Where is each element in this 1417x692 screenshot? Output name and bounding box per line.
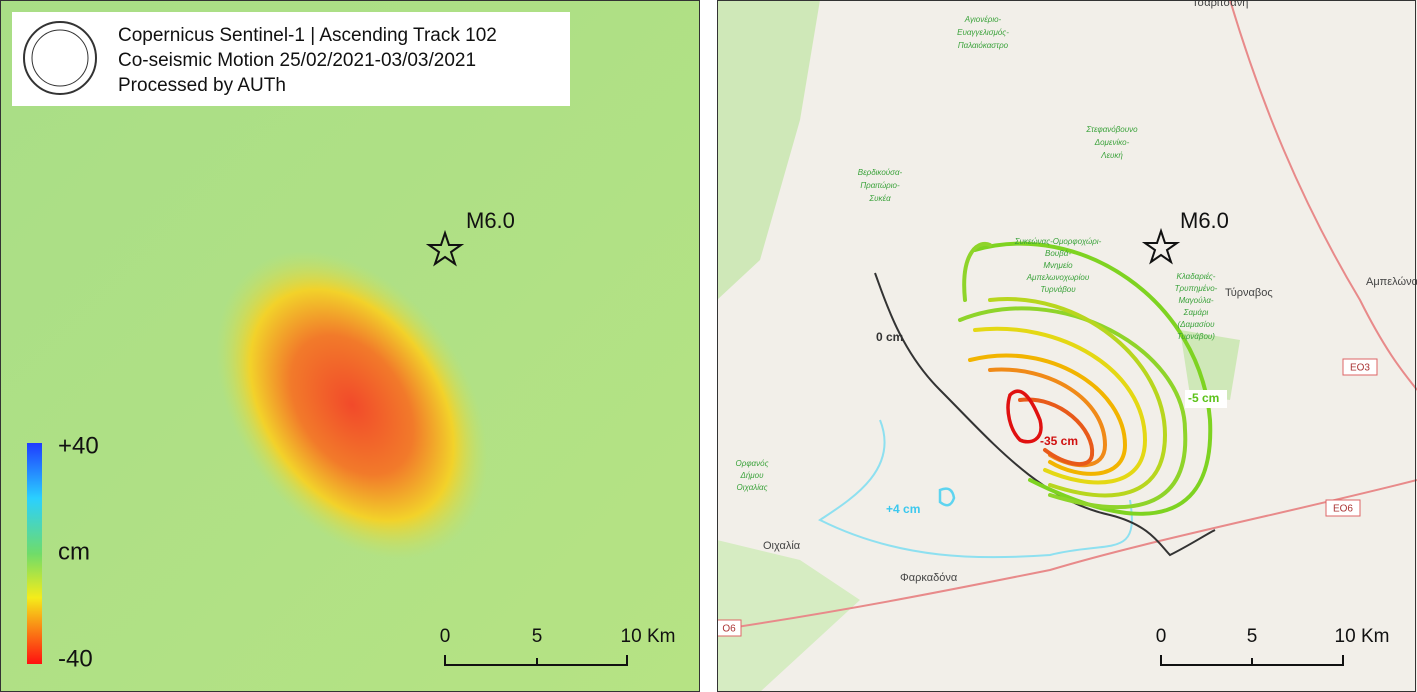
contour-label: 0 cm — [876, 330, 903, 344]
contour — [1006, 389, 1043, 444]
scale-bar — [1160, 655, 1344, 666]
area-label: Παλαιόκαστρο — [958, 41, 1009, 50]
road — [717, 479, 1417, 631]
epicenter-label: M6.0 — [1180, 208, 1229, 233]
contour-plus4 — [938, 487, 956, 507]
scale-label: 10 Km — [1335, 626, 1390, 647]
contour — [973, 241, 1213, 516]
area-label: Βουβά- — [1045, 249, 1071, 258]
area-label: Σαμάρι — [1183, 308, 1209, 317]
scale-bar — [444, 655, 628, 666]
scale-label: 0 — [1156, 626, 1167, 647]
legend-min: -40 — [58, 645, 93, 672]
contour — [988, 297, 1168, 498]
road-label: Ο6 — [722, 624, 736, 635]
area-label: Ευαγγελισμός- — [957, 28, 1009, 37]
title-line: Co-seismic Motion 25/02/2021-03/03/2021 — [118, 50, 476, 71]
area-label: Ορφανός — [736, 459, 769, 468]
contour-label: -5 cm — [1188, 391, 1219, 405]
area-label: Στεφανόβουνο — [1085, 125, 1138, 134]
vegetation — [717, 0, 820, 300]
area-label: Αγιονέριο- — [964, 15, 1002, 24]
area-label: (Δαμασίου — [1178, 320, 1216, 329]
contour — [1018, 397, 1095, 467]
contour — [973, 326, 1148, 485]
road — [1229, 0, 1417, 391]
deformation-zone — [216, 250, 488, 560]
area-label: Δήμου — [739, 471, 764, 480]
scale-label: 0 — [440, 626, 451, 647]
area-label: Τρυπημένο- — [1175, 284, 1218, 293]
town-label: Τσαριτσάνη — [1192, 0, 1248, 9]
legend-max: +40 — [58, 432, 99, 459]
contour — [968, 353, 1128, 476]
scale-label: 10 Km — [621, 626, 676, 647]
epicenter-label: M6.0 — [466, 208, 515, 233]
contours — [958, 241, 1213, 516]
scale-label: 5 — [1247, 626, 1258, 647]
legend-colorbar — [27, 443, 42, 664]
river — [818, 419, 1133, 559]
left-panel: Copernicus Sentinel-1 | Ascending Track … — [0, 0, 700, 692]
area-label: Κλαδαριές- — [1177, 272, 1216, 281]
area-label: Λευκή — [1100, 151, 1123, 160]
scale-label: 5 — [532, 626, 543, 647]
area-label: Πραιτώριο- — [860, 181, 900, 190]
road-label: ΕΟ3 — [1350, 363, 1370, 374]
vegetation — [1180, 330, 1240, 400]
title-line: Copernicus Sentinel-1 | Ascending Track … — [118, 25, 497, 46]
contour — [958, 241, 1188, 510]
area-label: Τυρνάβου) — [1177, 332, 1215, 341]
road-shield — [1342, 358, 1378, 376]
town-label: Τύρναβος — [1225, 287, 1273, 299]
area-label: Μαγούλα- — [1178, 296, 1213, 305]
town-label: Αμπελώνας — [1366, 276, 1417, 288]
epicenter-star — [425, 229, 465, 267]
area-label: Συκεώνας-Ομορφοχώρι- — [1014, 237, 1102, 246]
legend-unit: cm — [58, 538, 90, 565]
title-box — [12, 12, 570, 106]
contour-label: -35 cm — [1040, 434, 1078, 448]
title-line: Processed by AUTh — [118, 75, 286, 96]
right-panel: M6.0 0 cm -5 cm -35 cm +4 cm Τύρναβος Οι… — [717, 0, 1417, 692]
road-shield — [717, 619, 742, 637]
basemap — [717, 0, 1417, 692]
area-label: Τυρνάβου — [1040, 285, 1076, 294]
area-label: Οιχαλίας — [737, 483, 768, 492]
area-label: Αμπελωνοχωρίου — [1026, 273, 1090, 282]
epicenter-star — [1141, 227, 1181, 265]
area-label: Βερδικούσα- — [858, 168, 903, 177]
road-label: ΕΟ6 — [1333, 504, 1353, 515]
town-label: Φαρκαδόνα — [900, 572, 958, 584]
vegetation — [717, 540, 860, 692]
label-bg — [1185, 390, 1227, 408]
logo — [23, 21, 97, 95]
town-label: Οιχαλία — [763, 540, 801, 552]
road-shield — [1325, 499, 1361, 517]
contour-label: +4 cm — [886, 502, 920, 516]
logo-ring — [31, 29, 89, 87]
area-label: Συκέα — [868, 194, 891, 203]
area-label: Μνημείο — [1043, 261, 1073, 270]
area-label: Δομενίκο- — [1094, 138, 1130, 147]
